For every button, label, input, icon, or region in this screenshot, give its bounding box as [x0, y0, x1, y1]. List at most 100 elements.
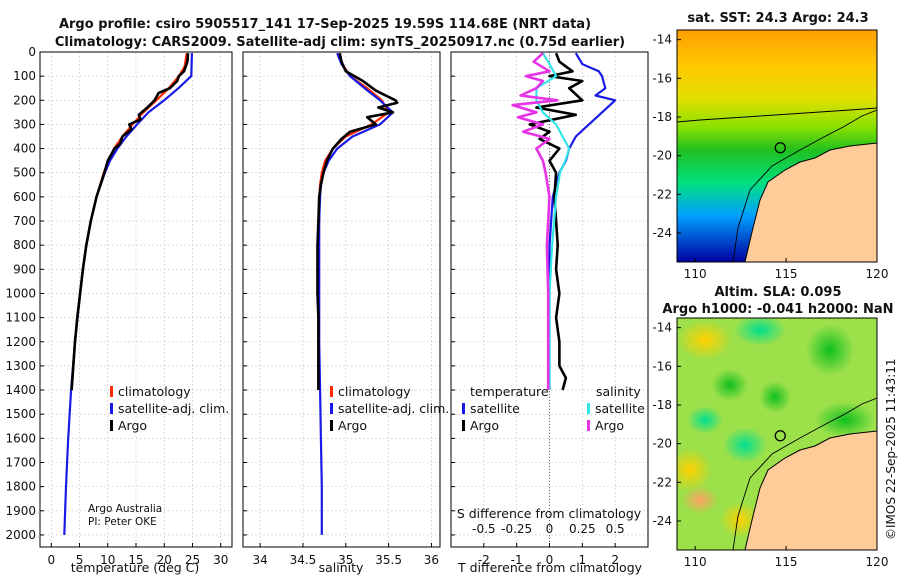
x-tick-label: 34.5: [290, 553, 317, 567]
x-tick-label: 2: [611, 553, 619, 567]
series-argo: [70, 53, 190, 391]
map-y-tick-label: -20: [652, 149, 672, 163]
figure-title-line2: Climatology: CARS2009. Satellite-adj cli…: [55, 35, 625, 50]
legend-satellite: satellite-adj. clim.: [338, 401, 449, 416]
temperature-panel: 0 5 10 15 20 25 300100200300400500600700800900…: [5, 45, 233, 567]
sla-anomaly: [815, 402, 875, 438]
x-top-tick-label: 0.5: [606, 522, 625, 536]
map-y-tick-label: -18: [652, 398, 672, 412]
difference-legend: temperature salinity satellite Argo sate…: [462, 384, 645, 433]
altimetry-map-axes: 110 115 120 -14 -16 -18 -20 -22 -24: [652, 321, 888, 569]
sst-map: [677, 30, 877, 262]
series-climatology: [317, 52, 390, 390]
y-tick-label: 800: [13, 238, 36, 252]
legend-swatch-climatology: [110, 386, 113, 397]
map-y-tick-label: -16: [652, 359, 672, 373]
legend-s-argo: Argo: [595, 418, 624, 433]
legend-swatch-s-argo: [587, 420, 590, 431]
sla-anomaly: [759, 381, 791, 413]
legend-temperature-title: temperature: [470, 384, 549, 399]
x-tick-label: 20: [157, 553, 172, 567]
y-tick-label: 700: [13, 214, 36, 228]
map-x-tick-label: 120: [866, 267, 889, 281]
imos-watermark: ©IMOS 22-Sep-2025 11:43:11: [884, 358, 898, 540]
figure-title-line1: Argo profile: csiro 5905517_141 17-Sep-2…: [59, 17, 591, 32]
y-tick-label: 2000: [5, 528, 36, 542]
shelf-contour: [732, 109, 877, 262]
sst-map-frame: [676, 29, 878, 263]
sla-anomaly: [677, 320, 733, 360]
shelf-contour: [732, 397, 877, 550]
x-tick-label: 5: [76, 553, 84, 567]
y-tick-label: 200: [13, 93, 36, 107]
x-top-tick-label: -0.25: [501, 522, 532, 536]
legend-swatch-satellite: [330, 403, 333, 414]
sla-anomaly: [723, 427, 767, 463]
series-t-satellite: [548, 52, 617, 390]
legend-argo: Argo: [338, 418, 367, 433]
series-s-argo: [511, 52, 559, 390]
sst-map-axes: 110 115 120 -14 -16 -18 -20 -22 -24: [652, 33, 888, 281]
legend-s-satellite: satellite: [595, 401, 645, 416]
y-tick-label: 300: [13, 117, 36, 131]
sla-anomaly: [687, 406, 723, 434]
y-tick-label: 1600: [5, 431, 36, 445]
legend-t-satellite: satellite: [470, 401, 520, 416]
y-tick-label: 1900: [5, 504, 36, 518]
map-y-tick-label: -16: [652, 71, 672, 85]
legend-swatch-satellite: [110, 403, 113, 414]
x-top-tick-label: -0.5: [472, 522, 495, 536]
legend-t-argo: Argo: [470, 418, 499, 433]
legend-argo: Argo: [118, 418, 147, 433]
x-top-tick-label: 0.25: [569, 522, 596, 536]
y-tick-label: 500: [13, 166, 36, 180]
x-tick-label: 0: [47, 553, 55, 567]
y-tick-label: 1500: [5, 407, 36, 421]
x-top-tick-label: 0: [546, 522, 554, 536]
legend-swatch-argo: [330, 420, 333, 431]
legend-swatch-climatology: [330, 386, 333, 397]
y-tick-label: 1700: [5, 455, 36, 469]
legend-satellite: satellite-adj. clim.: [118, 401, 229, 416]
temperature-legend: climatology satellite-adj. clim. Argo: [110, 384, 229, 433]
map-y-tick-label: -14: [652, 33, 672, 47]
temperature-xlabel: temperature (deg C): [71, 560, 200, 575]
salinity-panel: 34 34.5 35 35.5 36: [242, 51, 441, 567]
isobath-contour: [677, 107, 877, 123]
credit-org: Argo Australia: [88, 503, 162, 515]
x-tick-label: 30: [213, 553, 228, 567]
map-x-tick-label: 120: [866, 555, 889, 569]
sla-anomaly: [734, 318, 786, 346]
land-mass: [744, 142, 877, 262]
x-tick-label: 34: [252, 553, 267, 567]
y-tick-label: 1300: [5, 359, 36, 373]
map-y-tick-label: -18: [652, 110, 672, 124]
sst-map-title: sat. SST: 24.3 Argo: 24.3: [687, 11, 868, 26]
argo-location-marker: [774, 142, 786, 154]
legend-salinity-title: salinity: [596, 384, 641, 399]
x-tick-label: -1: [511, 553, 523, 567]
y-tick-label: 600: [13, 190, 36, 204]
plot-frame: [242, 51, 441, 548]
x-tick-label: 25: [185, 553, 200, 567]
map-y-tick-label: -24: [652, 514, 672, 528]
sla-anomaly: [806, 324, 854, 376]
y-tick-label: 1200: [5, 335, 36, 349]
map-y-tick-label: -14: [652, 321, 672, 335]
salinity-xlabel: salinity: [319, 560, 364, 575]
x-tick-label: 36: [424, 553, 439, 567]
y-tick-label: 1000: [5, 286, 36, 300]
x-tick-label: 0: [546, 553, 554, 567]
map-x-tick-label: 110: [684, 555, 707, 569]
x-tick-label: 10: [100, 553, 115, 567]
map-y-tick-label: -24: [652, 226, 672, 240]
difference-xlabel-top: S difference from climatology: [457, 506, 642, 521]
argo-location-marker: [774, 430, 786, 442]
legend-climatology: climatology: [338, 384, 411, 399]
series-t-argo: [528, 52, 584, 391]
y-tick-label: 900: [13, 262, 36, 276]
x-tick-label: 15: [128, 553, 143, 567]
map-y-tick-label: -20: [652, 437, 672, 451]
altimetry-map: [677, 318, 877, 550]
